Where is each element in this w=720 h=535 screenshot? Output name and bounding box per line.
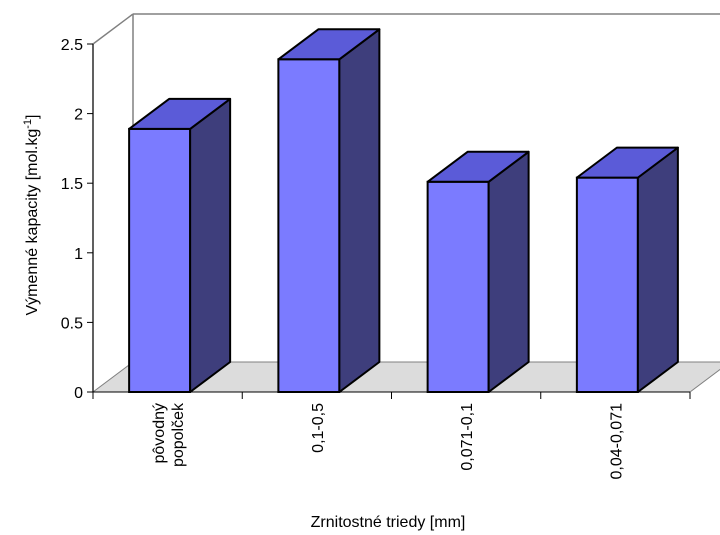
- bar: [575, 146, 679, 393]
- x-axis-title: Zrnitostné triedy [mm]: [311, 514, 466, 531]
- bar-front: [128, 127, 192, 394]
- left-wall-top-edge: [92, 13, 134, 45]
- x-tick-label: popolček: [170, 402, 187, 467]
- bar-side: [338, 28, 381, 393]
- x-tick-label: 0,04-0,071: [608, 403, 625, 480]
- x-tick-label: 0,1-0,5: [310, 403, 327, 453]
- y-tick-label: 2.5: [61, 37, 83, 54]
- bar-front: [575, 176, 639, 393]
- bar-side: [487, 150, 530, 393]
- bar-front: [426, 180, 490, 393]
- y-axis-title: Výmenné kapacity [mol.kg-1]: [22, 115, 41, 316]
- y-axis-title-superscript: -1: [22, 119, 34, 129]
- bars: [128, 28, 679, 394]
- bar-side: [189, 97, 232, 393]
- bar: [277, 28, 381, 393]
- y-axis: 0 0.5 1 1.5 2 2.5: [61, 37, 94, 402]
- y-tick-label: 1.5: [61, 176, 83, 193]
- x-axis: [92, 391, 691, 399]
- y-axis-title-suffix: ]: [24, 115, 41, 119]
- y-tick-label: 1: [74, 246, 83, 263]
- bar-side: [636, 146, 679, 393]
- bar-top: [575, 146, 679, 179]
- bar-top: [426, 150, 530, 183]
- y-axis-title-main: Výmenné kapacity [mol.kg: [24, 129, 41, 316]
- bar: [128, 97, 232, 394]
- x-tick-label: 0,071-0,1: [459, 403, 476, 471]
- bar-top: [128, 97, 232, 130]
- bar: [426, 150, 530, 393]
- x-tick-labels: pôvodný popolček 0,1-0,5 0,071-0,1 0,04-0,07…: [151, 402, 625, 480]
- bar-top: [277, 28, 381, 61]
- x-tick-label: pôvodný: [151, 403, 168, 464]
- y-tick-label: 2: [74, 107, 83, 124]
- y-tick-label: 0: [74, 385, 83, 402]
- y-tick-label: 0.5: [61, 315, 83, 332]
- bar-front: [277, 58, 341, 393]
